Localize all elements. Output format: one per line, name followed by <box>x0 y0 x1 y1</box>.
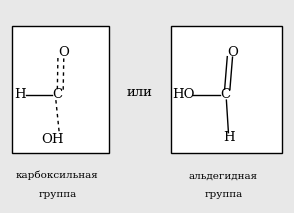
Bar <box>171 26 282 153</box>
Text: карбоксильная: карбоксильная <box>16 171 99 180</box>
Text: H: H <box>223 131 235 144</box>
Text: группа: группа <box>38 190 76 199</box>
Text: H: H <box>14 88 26 101</box>
Text: альдегидная: альдегидная <box>189 171 258 180</box>
Bar <box>12 26 109 153</box>
Text: группа: группа <box>204 190 243 199</box>
Text: C: C <box>220 88 230 101</box>
Text: C: C <box>52 88 62 101</box>
Text: HO: HO <box>173 88 195 101</box>
Text: или: или <box>127 86 153 99</box>
Text: O: O <box>58 46 69 59</box>
Text: OH: OH <box>42 133 64 146</box>
Text: O: O <box>227 46 238 59</box>
